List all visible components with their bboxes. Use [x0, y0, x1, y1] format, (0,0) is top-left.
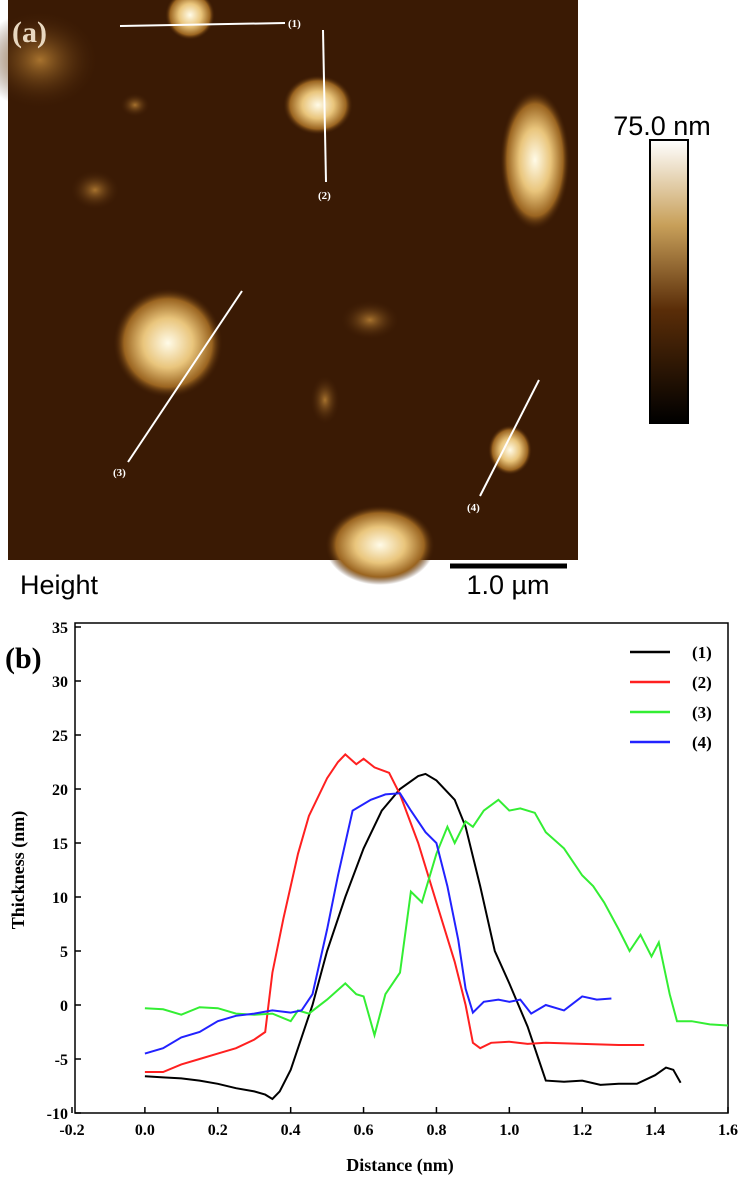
panel-label: (a) [12, 16, 47, 49]
panel-label: (b) [5, 642, 42, 675]
x-axis-label: Distance (nm) [346, 1155, 453, 1176]
y-tick-label: 0 [60, 998, 68, 1015]
x-tick-label: 1.6 [718, 1122, 738, 1139]
data-line [144, 772, 682, 1101]
afm-image [0, 0, 578, 585]
y-tick-label: 5 [60, 944, 68, 961]
y-tick-label: 30 [52, 674, 68, 691]
plot-frame [74, 622, 729, 1114]
line-label: (3) [113, 467, 126, 479]
scale-bar-label: 1.0 µm [466, 570, 549, 600]
x-tick-label: 1.2 [572, 1122, 592, 1139]
y-tick-label: 20 [52, 782, 68, 799]
data-line [144, 792, 612, 1055]
color-bar [649, 139, 689, 424]
y-tick-label: 15 [52, 836, 68, 853]
chart: -10 -5 0 5 10 15 20 25 30 35 -0.2 0.0 0.2 0.4 0.6 0.8 1.… [5, 620, 738, 1176]
legend-label: (2) [692, 673, 712, 692]
data-line [144, 798, 729, 1039]
x-tick-label: 0.8 [426, 1122, 446, 1139]
legend-label: (3) [692, 703, 712, 722]
y-tick-label: -10 [47, 1106, 68, 1123]
x-tick-label: 0.2 [208, 1122, 228, 1139]
x-tick-label: 1.4 [645, 1122, 665, 1139]
x-tick-label: 1.0 [499, 1122, 519, 1139]
x-tick-label: 0.0 [135, 1122, 155, 1139]
line-label: (2) [318, 190, 331, 202]
y-axis-label: Thickness (nm) [8, 811, 29, 930]
data-line [144, 753, 645, 1073]
x-tick-label: 0.6 [354, 1122, 374, 1139]
color-bar-label: 75.0 nm [613, 111, 711, 141]
line-label: (1) [288, 18, 301, 30]
y-tick-label: 10 [52, 890, 68, 907]
y-tick-label: 35 [52, 620, 68, 637]
x-tick-label: 0.4 [281, 1122, 301, 1139]
line-label: (4) [467, 502, 480, 514]
x-tick-label: -0.2 [59, 1122, 84, 1139]
y-tick-label: -5 [55, 1052, 68, 1069]
y-tick-label: 25 [52, 728, 68, 745]
legend-label: (4) [692, 733, 712, 752]
channel-label: Height [20, 570, 99, 600]
legend-label: (1) [692, 643, 712, 662]
